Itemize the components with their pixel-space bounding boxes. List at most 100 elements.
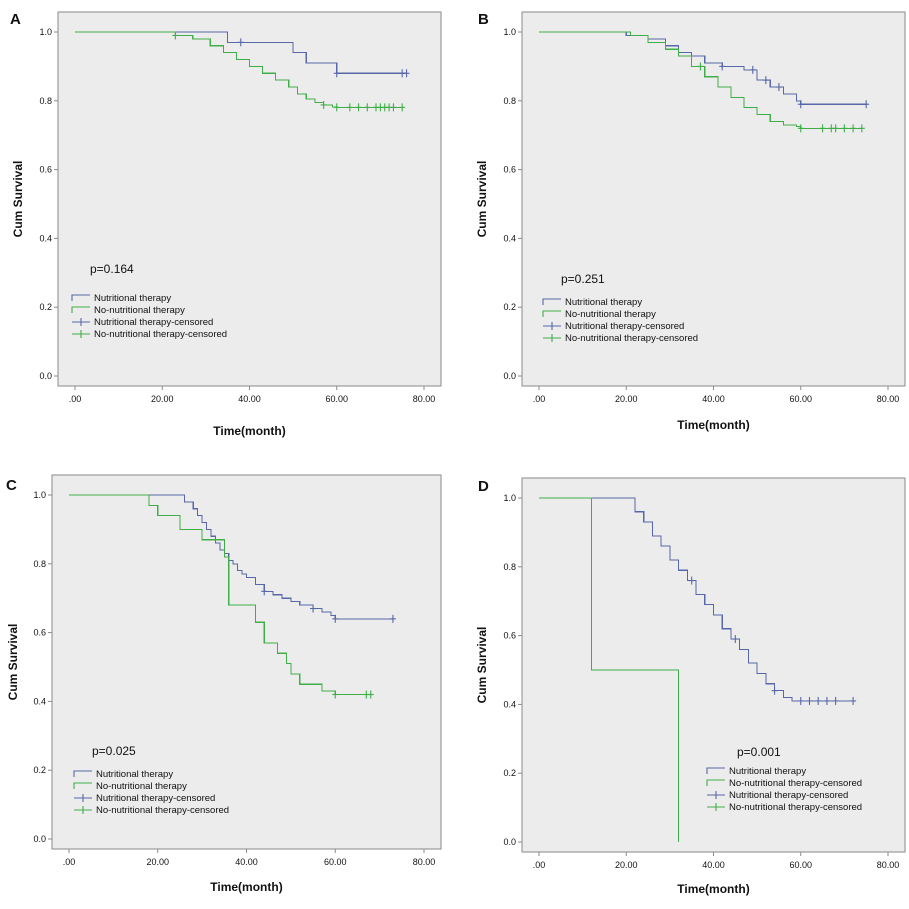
censor-mark bbox=[815, 696, 822, 705]
legend-swatch bbox=[71, 306, 90, 313]
x-tick-label: 60.00 bbox=[789, 394, 812, 404]
censor-mark bbox=[806, 696, 813, 705]
y-tick-label: 0.0 bbox=[39, 371, 52, 381]
p-value: p=0.001 bbox=[737, 745, 781, 759]
panel-b: B 0.0 0.2 0.4 0.6 0.8 1.0 .00 20.00 40.00 60.00 80.… bbox=[475, 11, 906, 432]
y-tick-label: 0.0 bbox=[503, 371, 516, 381]
censor-mark bbox=[771, 686, 778, 695]
censor-mark bbox=[850, 696, 857, 705]
legend-label: Nutritional therapy-censored bbox=[729, 790, 848, 801]
plot-area bbox=[51, 474, 442, 850]
km-series-no-nutritional bbox=[539, 31, 862, 129]
y-tick-label: 0.0 bbox=[503, 837, 516, 847]
x-tick-label: 80.00 bbox=[413, 857, 436, 867]
x-tick-label: 40.00 bbox=[238, 394, 261, 404]
y-tick-label: 0.6 bbox=[39, 165, 52, 175]
legend-label: No-nutritional therapy bbox=[565, 309, 656, 320]
legend-label: Nutritional therapy bbox=[96, 769, 173, 780]
censor-mark bbox=[333, 69, 340, 78]
censor-mark bbox=[261, 587, 268, 596]
censor-mark bbox=[332, 614, 339, 623]
km-series-nutritional bbox=[539, 497, 854, 702]
x-tick-label: 20.00 bbox=[615, 860, 638, 870]
y-tick-label: 0.8 bbox=[39, 96, 52, 106]
censor-mark bbox=[310, 604, 317, 613]
y-tick-label: 1.0 bbox=[33, 490, 46, 500]
x-tick-label: 80.00 bbox=[877, 394, 900, 404]
x-tick-label: 60.00 bbox=[324, 857, 347, 867]
panel-letter: A bbox=[10, 11, 21, 28]
censor-mark bbox=[697, 62, 704, 71]
y-axis-title: Cum Survival bbox=[475, 627, 489, 704]
y-tick-label: 0.4 bbox=[503, 699, 516, 709]
legend-label: Nutritional therapy bbox=[94, 293, 171, 304]
censor-mark bbox=[823, 696, 830, 705]
legend-label: Nutritional therapy bbox=[729, 766, 806, 777]
y-tick-label: 0.4 bbox=[39, 233, 52, 243]
x-tick-label: 40.00 bbox=[702, 860, 725, 870]
y-tick-label: 0.6 bbox=[33, 628, 46, 638]
y-axis-title: Cum Survival bbox=[475, 161, 489, 238]
x-axis-title: Time(month) bbox=[677, 882, 749, 896]
panel-letter: C bbox=[6, 477, 17, 494]
x-tick-label: .00 bbox=[63, 857, 76, 867]
censor-mark bbox=[367, 690, 374, 699]
p-value: p=0.251 bbox=[561, 272, 605, 286]
panel-letter: D bbox=[478, 478, 489, 495]
y-tick-label: 0.8 bbox=[33, 559, 46, 569]
y-tick-label: 0.2 bbox=[33, 765, 46, 775]
y-tick-label: 0.4 bbox=[503, 233, 516, 243]
legend-swatch bbox=[73, 782, 92, 789]
censor-mark bbox=[332, 690, 339, 699]
p-value: p=0.025 bbox=[92, 744, 136, 758]
censor-mark bbox=[850, 124, 857, 133]
km-series-no-nutritional bbox=[69, 494, 371, 696]
legend-label: No-nutritional therapy-censored bbox=[565, 333, 698, 344]
censor-mark bbox=[333, 103, 340, 112]
legend-label: No-nutritional therapy-censored bbox=[94, 329, 227, 340]
y-tick-label: 0.0 bbox=[33, 834, 46, 844]
km-series-nutritional bbox=[69, 494, 393, 620]
legend-swatch bbox=[706, 779, 725, 786]
y-tick-label: 0.2 bbox=[503, 768, 516, 778]
legend-label: No-nutritional therapy-censored bbox=[729, 802, 862, 813]
km-series-nutritional bbox=[75, 31, 407, 74]
x-tick-label: .00 bbox=[69, 394, 82, 404]
legend-label: No-nutritional therapy bbox=[96, 781, 187, 792]
legend-swatch bbox=[706, 767, 725, 774]
legend-label: No-nutritional therapy-censored bbox=[729, 778, 862, 789]
y-tick-label: 0.4 bbox=[33, 696, 46, 706]
x-tick-label: 20.00 bbox=[615, 394, 638, 404]
legend-swatch bbox=[71, 294, 90, 301]
censor-mark bbox=[819, 124, 826, 133]
censor-mark bbox=[863, 100, 870, 109]
legend-swatch bbox=[542, 298, 561, 305]
x-tick-label: 80.00 bbox=[877, 860, 900, 870]
panel-letter: B bbox=[478, 11, 489, 28]
x-tick-label: 80.00 bbox=[413, 394, 436, 404]
legend-label: Nutritional therapy-censored bbox=[94, 317, 213, 328]
legend-swatch bbox=[73, 770, 92, 777]
censor-mark bbox=[732, 635, 739, 644]
y-axis-title: Cum Survival bbox=[6, 624, 20, 701]
censor-mark bbox=[841, 124, 848, 133]
y-tick-label: 0.2 bbox=[39, 302, 52, 312]
censor-mark bbox=[355, 103, 362, 112]
censor-mark bbox=[832, 124, 839, 133]
censor-mark bbox=[719, 62, 726, 71]
x-axis-title: Time(month) bbox=[677, 418, 749, 432]
censor-mark bbox=[403, 69, 410, 78]
panel-a: A 0.0 0.2 0.4 0.6 0.8 1.0 .00 20.00 40.00 60.00 80.… bbox=[10, 11, 442, 438]
plot-area bbox=[521, 11, 906, 387]
censor-mark bbox=[858, 124, 865, 133]
km-series-no-nutritional bbox=[539, 497, 680, 842]
censor-mark bbox=[389, 614, 396, 623]
censor-mark bbox=[797, 696, 804, 705]
censor-mark bbox=[749, 65, 756, 74]
x-tick-label: 20.00 bbox=[146, 857, 169, 867]
censor-mark bbox=[688, 576, 695, 585]
